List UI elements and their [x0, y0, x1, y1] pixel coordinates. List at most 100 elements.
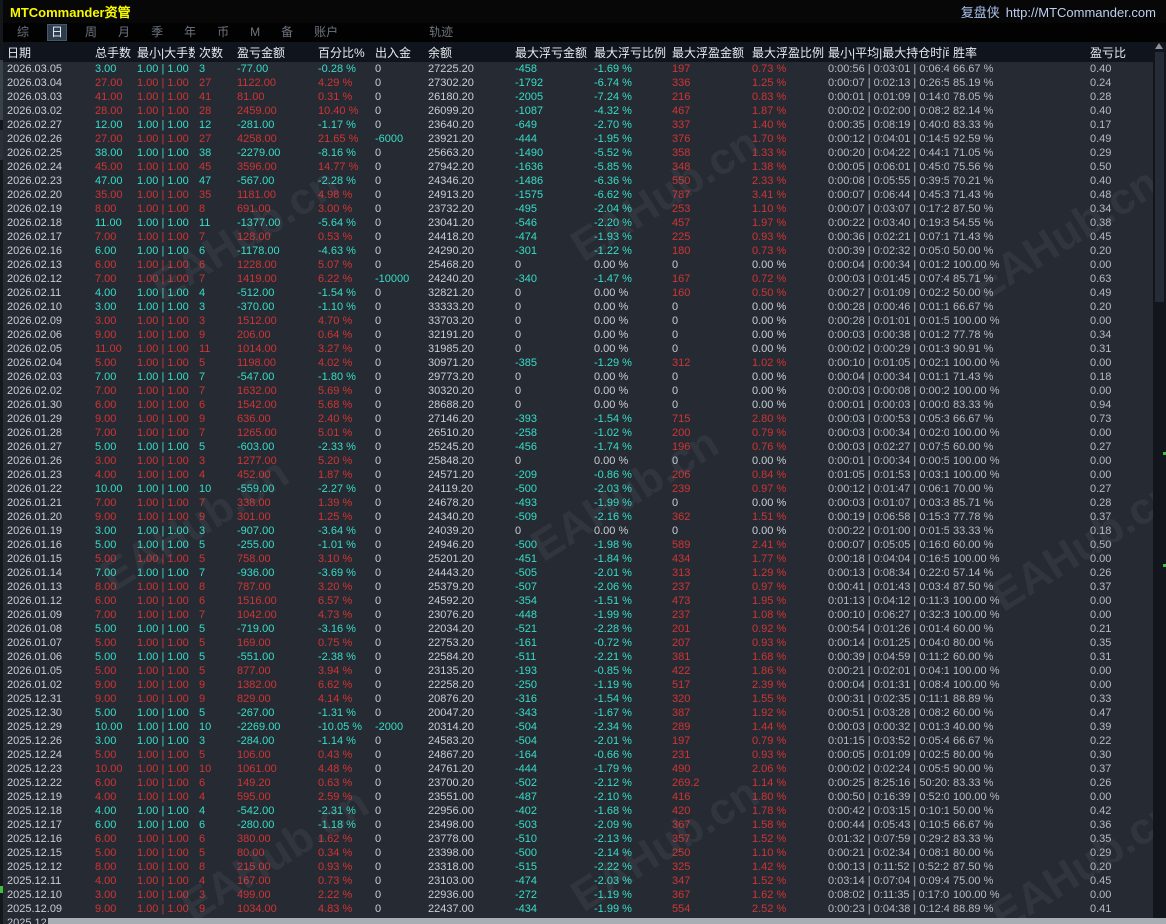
table-row[interactable]: 2025.12.12 8.00 1.00 | 1.00 8 215.00 0.93 % 0 2…: [3, 860, 1153, 874]
table-row[interactable]: 2026.02.11 4.00 1.00 | 1.00 4 -512.00 -1.54 %…: [3, 286, 1153, 300]
table-row[interactable]: 2026.02.05 11.00 1.00 | 1.00 11 1014.00 3.27 …: [3, 342, 1153, 356]
table-row[interactable]: 2025.12.18 4.00 1.00 | 1.00 4 -542.00 -2.31 %…: [3, 804, 1153, 818]
menu-item-5[interactable]: 季: [151, 25, 164, 39]
table-row[interactable]: 2026.02.20 35.00 1.00 | 1.00 35 1181.00 4.98 …: [3, 188, 1153, 202]
table-row[interactable]: 2026.01.20 9.00 1.00 | 1.00 9 301.00 1.25 % 0 2…: [3, 510, 1153, 524]
table-row[interactable]: 2026.02.12 7.00 1.00 | 1.00 7 1419.00 6.22 % -…: [3, 272, 1153, 286]
table-row[interactable]: 2026.02.04 5.00 1.00 | 1.00 5 1198.00 4.02 % 0…: [3, 356, 1153, 370]
cell-hold_time: 0:00:03 | 0:00:53 | 0:05:36: [828, 413, 949, 425]
table-row[interactable]: 2025.12.30 5.00 1.00 | 1.00 5 -267.00 -1.31 %…: [3, 706, 1153, 720]
table-row[interactable]: 2025.12.11 4.00 1.00 | 1.00 4 167.00 0.73 % 0 2…: [3, 874, 1153, 888]
column-header-count[interactable]: 次数: [199, 45, 224, 60]
cell-max_fl_pct: -2.01 %: [594, 735, 632, 747]
brand-url-link[interactable]: http://MTCommander.com: [1005, 5, 1156, 20]
table-row[interactable]: 2026.01.21 7.00 1.00 | 1.00 7 338.00 1.39 % 0 2…: [3, 496, 1153, 510]
table-row[interactable]: 2026.01.07 5.00 1.00 | 1.00 5 169.00 0.75 % 0 2…: [3, 636, 1153, 650]
table-row[interactable]: 2025.12.26 3.00 1.00 | 1.00 3 -284.00 -1.14 %…: [3, 734, 1153, 748]
column-header-max_fp[interactable]: 最大浮盈金额: [672, 45, 745, 60]
table-row[interactable]: 2026.02.10 3.00 1.00 | 1.00 3 -370.00 -1.10 %…: [3, 300, 1153, 314]
column-header-max_fp_pct[interactable]: 最大浮盈比例: [752, 45, 824, 60]
menu-item-6[interactable]: 年: [184, 25, 197, 39]
menu-item-3[interactable]: 周: [85, 25, 98, 39]
cell-minmax: 1.00 | 1.00: [137, 287, 189, 299]
menu-item-8[interactable]: M: [250, 25, 261, 39]
column-header-pl_pct[interactable]: 百分比%: [318, 45, 365, 60]
menu-item-1[interactable]: 综: [17, 25, 30, 39]
table-row[interactable]: 2025.12.19 4.00 1.00 | 1.00 4 595.00 2.59 % 0 2…: [3, 790, 1153, 804]
table-row[interactable]: 2026.01.22 10.00 1.00 | 1.00 10 -559.00 -2.27…: [3, 482, 1153, 496]
column-header-pl[interactable]: 盈亏金额: [237, 45, 286, 60]
table-row[interactable]: 2025.12.31 9.00 1.00 | 1.00 9 829.00 4.14 % 0 2…: [3, 692, 1153, 706]
table-row[interactable]: 2026.03.05 3.00 1.00 | 1.00 3 -77.00 -0.28 % 0…: [3, 62, 1153, 76]
table-row[interactable]: 2026.02.06 9.00 1.00 | 1.00 9 206.00 0.64 % 0 3…: [3, 328, 1153, 342]
table-row[interactable]: 2026.01.27 5.00 1.00 | 1.00 5 -603.00 -2.33 %…: [3, 440, 1153, 454]
scroll-up-icon[interactable]: [1155, 43, 1163, 49]
cell-pl_ratio: 0.24: [1090, 77, 1112, 89]
column-header-lots[interactable]: 总手数: [95, 45, 132, 60]
column-header-date[interactable]: 日期: [7, 45, 32, 60]
table-row[interactable]: 2026.01.13 8.00 1.00 | 1.00 8 787.00 3.20 % 0 2…: [3, 580, 1153, 594]
table-row[interactable]: 2026.01.23 4.00 1.00 | 1.00 4 452.00 1.87 % 0 2…: [3, 468, 1153, 482]
column-header-pl_ratio[interactable]: 盈亏比: [1090, 45, 1127, 60]
table-row[interactable]: 2026.02.23 47.00 1.00 | 1.00 47 -567.00 -2.28…: [3, 174, 1153, 188]
table-row[interactable]: 2026.01.12 6.00 1.00 | 1.00 6 1516.00 6.57 % 0…: [3, 594, 1153, 608]
column-header-max_fl_pct[interactable]: 最大浮亏比例: [594, 45, 667, 60]
menu-item-4[interactable]: 月: [118, 25, 131, 39]
table-row[interactable]: 2025.12.16 6.00 1.00 | 1.00 6 380.00 1.62 % 0 2…: [3, 832, 1153, 846]
menu-item-10[interactable]: 账户: [314, 25, 339, 39]
table-row[interactable]: 2026.01.15 5.00 1.00 | 1.00 5 758.00 3.10 % 0 2…: [3, 552, 1153, 566]
table-row[interactable]: 2026.02.09 3.00 1.00 | 1.00 3 1512.00 4.70 % 0…: [3, 314, 1153, 328]
column-header-balance[interactable]: 余额: [428, 45, 453, 60]
table-row[interactable]: 2026.01.30 6.00 1.00 | 1.00 6 1542.00 5.68 % 0…: [3, 398, 1153, 412]
table-row[interactable]: 2025.12.23 10.00 1.00 | 1.00 10 1061.00 4.48 …: [3, 762, 1153, 776]
menu-item-2[interactable]: 日: [47, 24, 68, 41]
table-row[interactable]: 2026.01.28 7.00 1.00 | 1.00 7 1265.00 5.01 % 0…: [3, 426, 1153, 440]
table-row[interactable]: 2026.02.26 27.00 1.00 | 1.00 27 4258.00 21.65…: [3, 132, 1153, 146]
table-row[interactable]: 2026.02.16 6.00 1.00 | 1.00 6 -1178.00 -4.63 …: [3, 244, 1153, 258]
table-row[interactable]: 2026.01.05 5.00 1.00 | 1.00 5 877.00 3.94 % 0 2…: [3, 664, 1153, 678]
table-row[interactable]: 2026.01.02 9.00 1.00 | 1.00 9 1382.00 6.62 % 0…: [3, 678, 1153, 692]
table-row[interactable]: 2026.03.04 27.00 1.00 | 1.00 27 1122.00 4.29 …: [3, 76, 1153, 90]
table-row[interactable]: 2025.12.22 6.00 1.00 | 1.00 6 149.20 0.63 % 0 2…: [3, 776, 1153, 790]
cell-inout: 0: [375, 217, 382, 229]
column-header-hold_time[interactable]: 最小|平均|最大持仓时间: [828, 45, 949, 60]
column-header-inout[interactable]: 出入金: [375, 45, 412, 60]
table-row[interactable]: 2026.02.27 12.00 1.00 | 1.00 12 -281.00 -1.17…: [3, 118, 1153, 132]
table-row[interactable]: 2026.02.17 7.00 1.00 | 1.00 7 128.00 0.53 % 0 2…: [3, 230, 1153, 244]
table-row[interactable]: 2025.12.24 5.00 1.00 | 1.00 5 106.00 0.43 % 0 2…: [3, 748, 1153, 762]
menu-item-7[interactable]: 币: [217, 25, 230, 39]
table-row[interactable]: 2025.12.10 3.00 1.00 | 1.00 3 499.00 2.22 % 0 2…: [3, 888, 1153, 902]
table-row[interactable]: 2026.01.29 9.00 1.00 | 1.00 9 636.00 2.40 % 0 2…: [3, 412, 1153, 426]
table-row[interactable]: 2026.01.16 5.00 1.00 | 1.00 5 -255.00 -1.01 %…: [3, 538, 1153, 552]
table-row[interactable]: 2026.02.25 38.00 1.00 | 1.00 38 -2279.00 -8.1…: [3, 146, 1153, 160]
vertical-scrollbar[interactable]: [1153, 42, 1166, 918]
table-row[interactable]: 2026.02.03 7.00 1.00 | 1.00 7 -547.00 -1.80 %…: [3, 370, 1153, 384]
scrollbar-thumb[interactable]: [1155, 52, 1164, 302]
table-row[interactable]: 2026.03.03 41.00 1.00 | 1.00 41 81.00 0.31 % 0…: [3, 90, 1153, 104]
column-header-minmax[interactable]: 最小|大手数: [137, 45, 195, 60]
menu-item-9[interactable]: 备: [281, 25, 294, 39]
table-row[interactable]: 2026.02.19 8.00 1.00 | 1.00 8 691.00 3.00 % 0 2…: [3, 202, 1153, 216]
table-row[interactable]: 2026.02.02 7.00 1.00 | 1.00 7 1632.00 5.69 % 0…: [3, 384, 1153, 398]
table-row[interactable]: 2026.01.08 5.00 1.00 | 1.00 5 -719.00 -3.16 %…: [3, 622, 1153, 636]
cell-pl: 758.00: [237, 553, 271, 565]
table-row[interactable]: 2026.02.13 6.00 1.00 | 1.00 6 1228.00 5.07 % 0…: [3, 258, 1153, 272]
table-row[interactable]: 2026.01.26 3.00 1.00 | 1.00 3 1277.00 5.20 % 0…: [3, 454, 1153, 468]
table-row[interactable]: 2026.01.09 7.00 1.00 | 1.00 7 1042.00 4.73 % 0…: [3, 608, 1153, 622]
table-row[interactable]: 2026.01.19 3.00 1.00 | 1.00 3 -907.00 -3.64 %…: [3, 524, 1153, 538]
table-row[interactable]: 2026.01.06 5.00 1.00 | 1.00 5 -551.00 -2.38 %…: [3, 650, 1153, 664]
table-row[interactable]: 2026.02.24 45.00 1.00 | 1.00 45 3596.00 14.77…: [3, 160, 1153, 174]
cell-pl_ratio: 0.00: [1090, 595, 1112, 607]
table-row[interactable]: 2026.03.02 28.00 1.00 | 1.00 28 2459.00 10.40…: [3, 104, 1153, 118]
column-header-win_rate[interactable]: 胜率: [953, 45, 978, 60]
table-row[interactable]: 2025.12.29 10.00 1.00 | 1.00 10 -2269.00 -10.…: [3, 720, 1153, 734]
menu-item-11[interactable]: 轨迹: [429, 25, 454, 39]
table-row[interactable]: 2026.01.14 7.00 1.00 | 1.00 7 -936.00 -3.69 %…: [3, 566, 1153, 580]
table-row[interactable]: 2025.12.09 9.00 1.00 | 1.00 9 1034.00 4.83 % 0…: [3, 902, 1153, 916]
column-header-max_fl[interactable]: 最大浮亏金额: [515, 45, 588, 60]
table-row[interactable]: 2025.12.15 5.00 1.00 | 1.00 5 80.00 0.34 % 0 23…: [3, 846, 1153, 860]
cell-hold_time: 0:00:03 | 0:01:45 | 0:07:42: [828, 273, 949, 285]
cell-max_fl: -500: [515, 847, 538, 859]
table-row[interactable]: 2025.12.17 6.00 1.00 | 1.00 6 -280.00 -1.18 %…: [3, 818, 1153, 832]
table-row[interactable]: 2026.02.18 11.00 1.00 | 1.00 11 -1377.00 -5.6…: [3, 216, 1153, 230]
